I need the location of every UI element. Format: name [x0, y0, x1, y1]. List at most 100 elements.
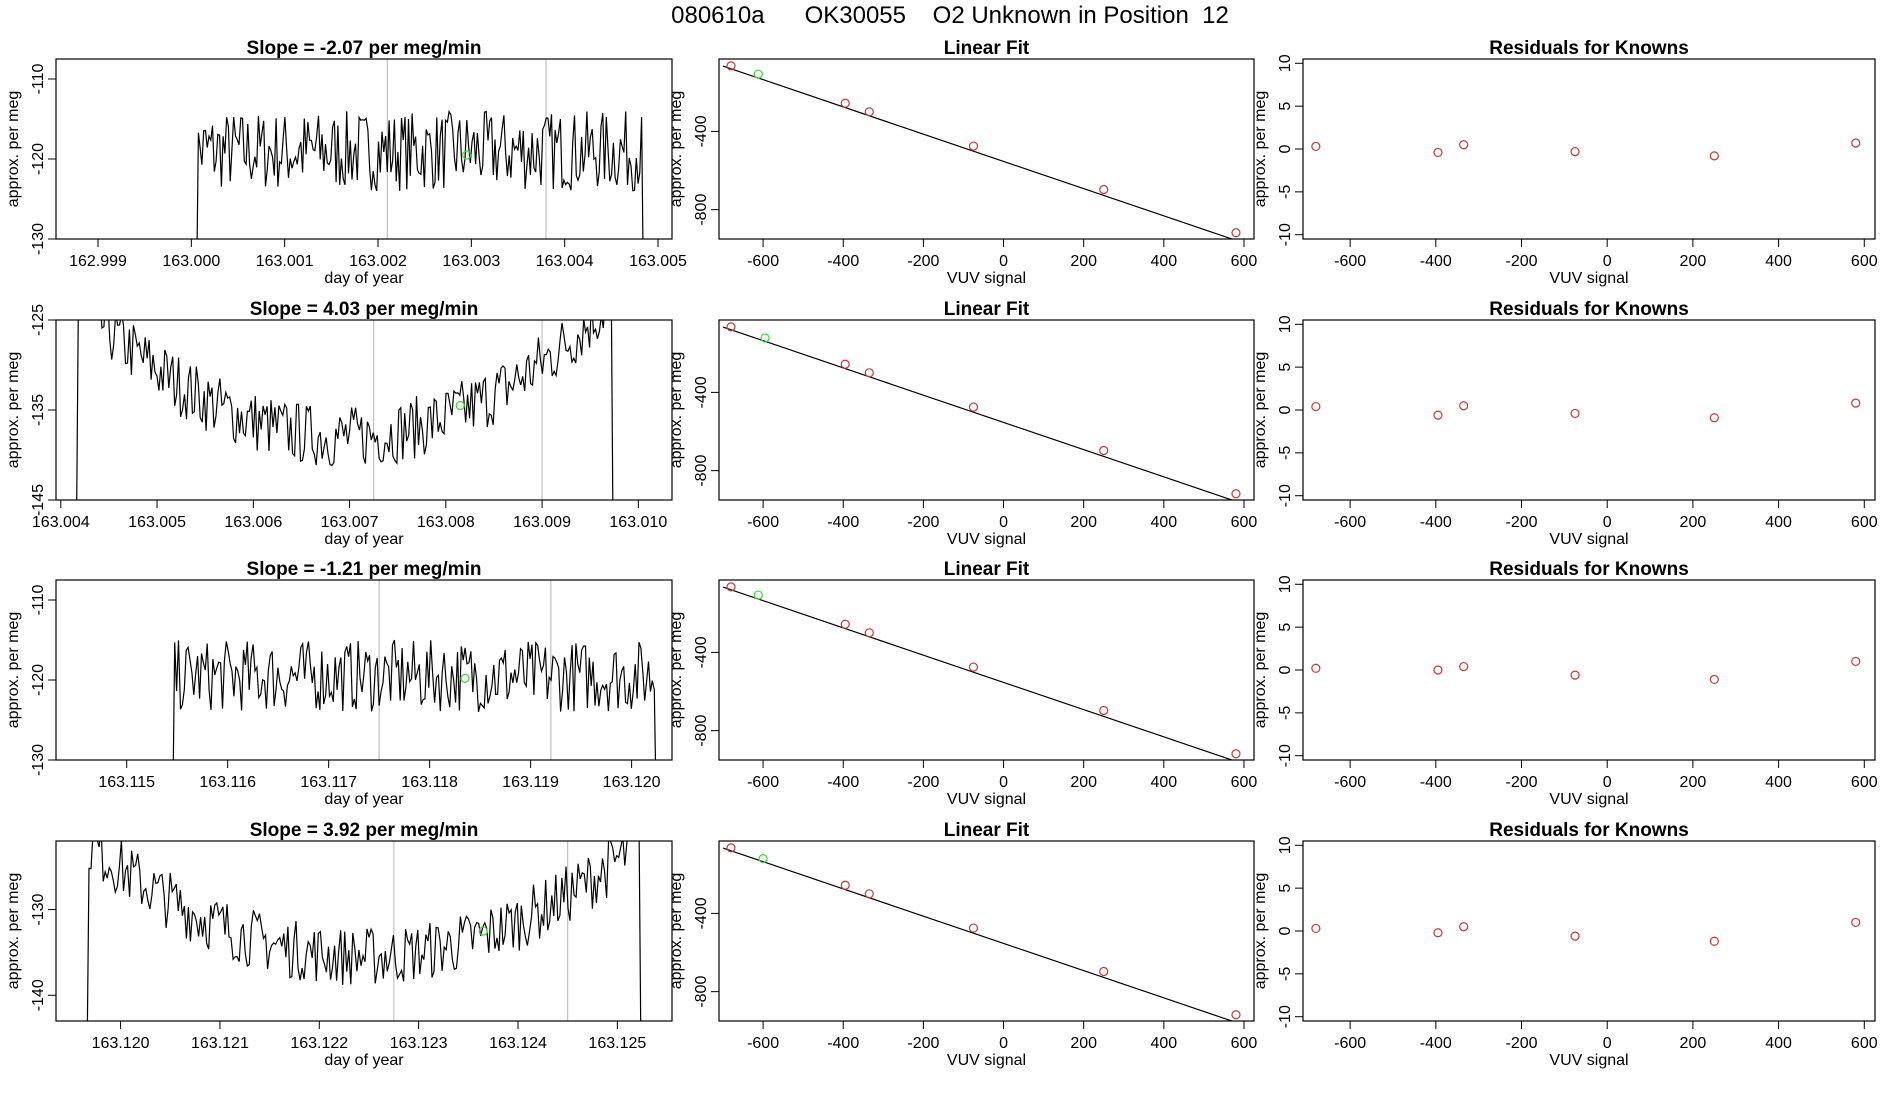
x-axis-label: VUV signal — [1549, 270, 1628, 287]
known-point — [1851, 656, 1861, 667]
panel-title: Linear Fit — [944, 820, 1030, 841]
panel-title: Slope = -1.21 per meg/min — [247, 559, 482, 580]
panel-ts-1: Slope = -2.07 per meg/min 162.999 163.000 1… — [5, 38, 687, 287]
y-tick-label: -5 — [1277, 706, 1294, 720]
y-tick-label: -400 — [693, 636, 710, 668]
x-tick-label: 163.008 — [417, 514, 475, 531]
y-axis-label: approx. per meg — [5, 352, 22, 469]
unknown-point — [462, 150, 472, 160]
plot-area — [1311, 398, 1861, 423]
known-point — [726, 61, 736, 71]
x-tick-label: -400 — [827, 1035, 859, 1052]
y-tick-label: 10 — [1277, 54, 1294, 72]
panel-res-2: Residuals for Knowns -600 -400 -200 0 200 400 6… — [1252, 299, 1878, 548]
x-tick-label: 0 — [999, 774, 1008, 791]
unknown-point — [753, 590, 763, 600]
known-point — [968, 662, 979, 672]
x-tick-label: 200 — [1680, 253, 1707, 270]
known-point — [968, 141, 979, 151]
plot-frame — [55, 58, 673, 240]
known-point — [1459, 140, 1469, 150]
y-axis-label: approx. per meg — [5, 873, 22, 990]
known-point — [1433, 147, 1443, 158]
known-point — [1231, 749, 1241, 759]
x-tick-label: 163.000 — [162, 253, 220, 270]
panel-ts-4: Slope = 3.92 per meg/min 163.120 163.121 16… — [5, 820, 673, 1069]
y-tick-label: -10 — [1277, 223, 1294, 246]
y-tick-label: 5 — [1277, 102, 1294, 111]
fit-line — [722, 65, 1234, 239]
x-tick-label: 163.115 — [98, 774, 155, 791]
y-tick-label: -130 — [30, 744, 47, 776]
known-point — [1459, 401, 1469, 411]
plot-area — [722, 582, 1241, 760]
y-tick-label: 0 — [1277, 926, 1294, 935]
panel-title: Slope = 4.03 per meg/min — [250, 299, 479, 320]
x-axis-label: VUV signal — [947, 531, 1026, 548]
y-tick-label: -400 — [693, 897, 710, 929]
x-tick-label: 0 — [999, 253, 1008, 270]
panel-ts-3: Slope = -1.21 per meg/min 163.115 163.116 1… — [5, 559, 673, 808]
x-tick-label: 0 — [999, 1035, 1008, 1052]
x-tick-label: -400 — [827, 774, 859, 791]
y-axis-label: approx. per meg — [5, 612, 22, 729]
known-point — [1433, 410, 1443, 420]
y-tick-label: 0 — [1277, 144, 1294, 153]
known-point — [1709, 674, 1719, 685]
y-tick-label: -5 — [1277, 967, 1294, 981]
y-tick-label: 5 — [1277, 884, 1294, 893]
y-tick-label: 5 — [1277, 623, 1294, 632]
y-axis-label: approx. per meg — [668, 873, 685, 990]
x-axis-label: VUV signal — [1549, 531, 1628, 548]
x-tick-label: 200 — [1680, 774, 1707, 791]
x-tick-label: 600 — [1231, 774, 1258, 791]
panel-res-3: Residuals for Knowns -600 -400 -200 0 200 400 6… — [1252, 559, 1878, 808]
known-point — [1099, 445, 1109, 456]
panel-title: Linear Fit — [944, 38, 1030, 59]
x-axis-label: VUV signal — [1549, 791, 1628, 808]
known-point — [840, 359, 850, 369]
x-tick-label: 163.010 — [609, 514, 667, 531]
y-axis-label: approx. per meg — [1252, 612, 1269, 729]
known-point — [1851, 917, 1861, 928]
y-tick-label: -145 — [30, 484, 47, 516]
known-point — [1311, 141, 1321, 152]
x-tick-label: -600 — [1334, 514, 1366, 531]
plot-area — [722, 322, 1241, 500]
y-axis-label: approx. per meg — [668, 352, 685, 469]
plot-frame — [718, 840, 1255, 1022]
x-tick-label: 600 — [1231, 1035, 1258, 1052]
x-tick-label: 163.120 — [92, 1035, 150, 1052]
y-tick-label: 10 — [1277, 315, 1294, 333]
plot-frame — [718, 579, 1255, 761]
x-tick-label: -600 — [1334, 774, 1366, 791]
y-tick-label: -125 — [30, 304, 47, 336]
x-tick-label: 163.123 — [390, 1035, 448, 1052]
y-axis-label: approx. per meg — [668, 612, 685, 729]
known-point — [1570, 670, 1580, 680]
x-tick-label: 200 — [1070, 514, 1097, 531]
known-point — [968, 402, 979, 412]
plot-area — [76, 320, 614, 500]
y-axis-label: approx. per meg — [1252, 91, 1269, 208]
plot-frame — [718, 58, 1255, 240]
x-axis-label: VUV signal — [947, 1052, 1026, 1069]
unknown-point — [760, 333, 770, 343]
x-tick-label: 600 — [1851, 1035, 1878, 1052]
known-point — [1709, 413, 1719, 423]
known-point — [1709, 151, 1719, 161]
x-tick-label: 163.121 — [191, 1035, 249, 1052]
x-tick-label: 200 — [1680, 1035, 1707, 1052]
x-tick-label: 400 — [1765, 514, 1792, 531]
known-point — [1709, 936, 1719, 946]
panel-res-4: Residuals for Knowns -600 -400 -200 0 200 400 6… — [1252, 820, 1878, 1069]
x-tick-label: -200 — [1506, 514, 1538, 531]
plot-area — [1311, 917, 1861, 946]
x-tick-label: -200 — [907, 1035, 939, 1052]
x-tick-label: 600 — [1851, 774, 1878, 791]
plot-frame — [1302, 840, 1876, 1022]
x-axis-label: day of year — [324, 531, 404, 548]
panel-title: Residuals for Knowns — [1489, 299, 1689, 320]
known-point — [1231, 1010, 1241, 1020]
